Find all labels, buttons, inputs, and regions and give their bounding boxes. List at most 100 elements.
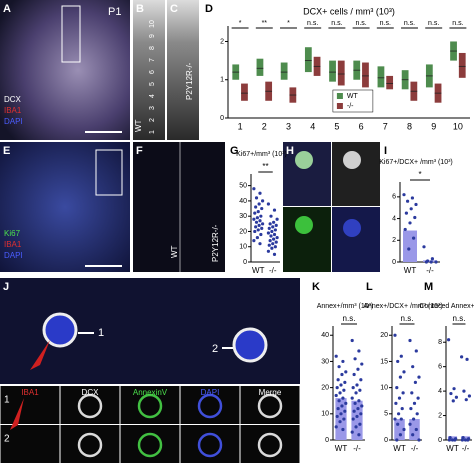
point — [269, 234, 273, 238]
point — [339, 412, 343, 416]
cell — [137, 432, 163, 458]
point — [336, 378, 340, 382]
point — [463, 438, 468, 442]
point — [253, 211, 257, 215]
point — [270, 229, 274, 234]
point — [355, 383, 359, 387]
point — [354, 391, 358, 395]
image-tile — [60, 425, 120, 463]
point — [403, 227, 407, 232]
panel-letter: D — [205, 3, 213, 15]
point — [261, 222, 265, 226]
point — [334, 393, 338, 398]
chart-title: Ki67+/mm³ (10³) — [236, 151, 287, 158]
point — [411, 433, 415, 437]
point — [261, 199, 265, 203]
cell — [232, 327, 268, 363]
x-tick-label: 3 — [286, 121, 291, 131]
point — [266, 231, 270, 235]
genotype-label: P2Y12R-/- — [185, 62, 194, 100]
point — [257, 223, 261, 227]
bin-label: 1 — [149, 130, 156, 134]
point — [404, 211, 408, 215]
point — [256, 228, 260, 232]
point — [414, 202, 418, 207]
point — [417, 438, 421, 442]
point — [254, 220, 259, 224]
bar — [447, 436, 458, 440]
chart-title: Ki67+/DCX+ /mm³ (10³) — [379, 159, 453, 166]
point — [340, 372, 344, 377]
cell-label: 2 — [212, 343, 218, 355]
point — [337, 365, 341, 369]
point — [406, 199, 410, 203]
y-tick-label: 20 — [380, 332, 388, 339]
point — [360, 404, 364, 408]
point — [259, 214, 263, 218]
point — [466, 438, 470, 442]
stain-label: DAPI — [4, 251, 23, 260]
bar — [335, 398, 347, 440]
y-tick-label: 4 — [392, 215, 396, 222]
point — [409, 406, 413, 411]
channel-label: AnnexinV — [133, 388, 168, 397]
point — [452, 387, 456, 391]
point — [465, 357, 469, 361]
significance: * — [418, 170, 421, 179]
point — [274, 223, 278, 227]
image-e — [0, 142, 130, 272]
bin-label: 2 — [149, 118, 156, 122]
point — [395, 438, 399, 442]
y-tick-label: 4 — [438, 388, 442, 395]
stain-label: DCX — [4, 95, 22, 104]
point — [408, 338, 412, 343]
significance: n.s. — [401, 314, 414, 323]
y-tick-label: 30 — [239, 213, 247, 220]
point — [258, 219, 262, 223]
point — [409, 207, 413, 211]
channel-label: IBA1 — [21, 388, 39, 397]
image-b — [133, 0, 165, 140]
significance: * — [287, 20, 290, 27]
point — [429, 260, 433, 264]
panel-letter: G — [230, 145, 239, 157]
point — [336, 406, 340, 411]
y-tick-label: 40 — [321, 332, 329, 339]
point — [270, 246, 274, 250]
significance: n.s. — [307, 20, 318, 27]
image-tile — [0, 425, 60, 463]
point — [356, 367, 360, 371]
genotype-label: WT — [170, 245, 179, 258]
point — [358, 422, 362, 426]
image-h — [332, 142, 380, 206]
y-tick-label: 0 — [438, 437, 442, 444]
point — [340, 404, 344, 408]
cell — [77, 432, 103, 458]
point — [334, 354, 338, 358]
chart-title: DCX+ cells / mm³ (10³) — [303, 6, 395, 16]
point — [335, 386, 339, 390]
point — [257, 202, 261, 206]
cell — [257, 393, 283, 419]
y-tick-label: 1 — [220, 77, 224, 84]
bar — [409, 419, 420, 440]
point — [408, 422, 412, 426]
point — [402, 193, 406, 197]
point — [252, 239, 256, 243]
point — [343, 409, 347, 413]
point — [334, 425, 338, 429]
panel-letter: H — [286, 145, 294, 157]
x-tick-label: 2 — [262, 121, 267, 131]
x-tick-label: -/- — [462, 444, 470, 453]
panel-letter: B — [136, 3, 144, 15]
image-tile — [120, 425, 180, 463]
y-tick-label: 2 — [438, 412, 442, 419]
bar — [403, 230, 417, 262]
point — [410, 391, 414, 395]
point — [412, 401, 417, 405]
point — [351, 386, 355, 390]
point — [260, 206, 264, 211]
y-tick-label: 6 — [438, 364, 442, 371]
point — [256, 210, 260, 214]
point — [351, 417, 355, 421]
